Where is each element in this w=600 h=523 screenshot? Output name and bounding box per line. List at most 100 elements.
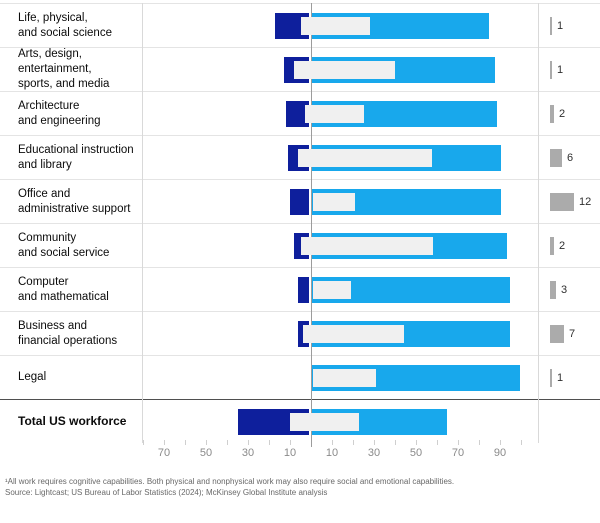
row-label-line: and library	[18, 158, 72, 171]
share-value: 12	[579, 196, 592, 208]
occupation-row: Legal 1	[0, 355, 600, 399]
overlay-bar	[313, 193, 355, 211]
row-label-line: and engineering	[18, 114, 101, 127]
left-bar	[290, 189, 309, 215]
axis-tick-label: 10	[283, 447, 297, 459]
share-value: 1	[557, 64, 564, 76]
axis-tick	[395, 440, 396, 445]
share-bar	[550, 105, 554, 123]
axis-tick	[458, 440, 459, 445]
chart-source-line: Source: Lightcast; US Bureau of Labor St…	[5, 488, 328, 497]
axis-zero-line	[311, 3, 312, 447]
column-divider-left	[142, 3, 143, 443]
occupation-row: Business and financial operations 7	[0, 311, 600, 355]
row-label: Computer and mathematical	[18, 268, 138, 311]
share-bar	[550, 325, 564, 343]
overlay-bar	[301, 237, 433, 255]
axis-tick-label: 30	[367, 447, 381, 459]
axis-tick-label: 50	[199, 447, 213, 459]
axis-tick	[185, 440, 186, 445]
left-bar	[298, 277, 309, 303]
overlay-bar	[313, 369, 376, 387]
share-value: 1	[557, 372, 564, 384]
total-row: Total US workforce	[0, 399, 600, 443]
overlay-bar	[290, 413, 359, 431]
row-label-line: and social science	[18, 26, 112, 39]
axis-tick	[437, 440, 438, 445]
row-label: Community and social service	[18, 224, 138, 267]
axis-tick-label: 70	[451, 447, 465, 459]
chart-rows: Life, physical, and social science 1 Arts, …	[0, 3, 600, 443]
row-label-line: Business and	[18, 319, 88, 332]
axis-tick	[164, 440, 165, 445]
left-bar	[286, 101, 309, 127]
row-label-line: sports, and media	[18, 78, 110, 90]
row-label: Business and financial operations	[18, 312, 138, 355]
row-label-line: Total US workforce	[18, 414, 127, 428]
share-bar	[550, 281, 556, 299]
share-value: 2	[559, 240, 566, 252]
row-label: Arts, design, entertainment, sports, and …	[18, 48, 138, 91]
axis-tick	[206, 440, 207, 445]
overlay-bar	[313, 281, 351, 299]
row-label-line: financial operations	[18, 334, 118, 347]
axis-tick	[374, 440, 375, 445]
overlay-bar	[301, 17, 370, 35]
axis-tick	[248, 440, 249, 445]
row-label-line: Computer	[18, 275, 69, 288]
row-label-line: Office and	[18, 187, 71, 200]
column-divider-right	[538, 3, 539, 443]
overlay-bar	[303, 325, 404, 343]
row-label-line: Community	[18, 231, 77, 244]
axis-tick-label: 30	[241, 447, 255, 459]
occupation-row: Office and administrative support 12	[0, 179, 600, 223]
axis-tick	[290, 440, 291, 445]
axis-tick-label: 50	[409, 447, 423, 459]
occupation-row: Computer and mathematical 3	[0, 267, 600, 311]
chart-footnote: ¹All work requires cognitive capabilitie…	[5, 477, 455, 486]
share-value: 7	[569, 328, 576, 340]
occupation-row: Arts, design, entertainment, sports, and …	[0, 47, 600, 91]
row-label: Legal	[18, 356, 138, 399]
share-bar	[550, 369, 552, 387]
occupation-row: Life, physical, and social science 1	[0, 3, 600, 47]
row-label-line: and social service	[18, 246, 110, 259]
axis-tick	[227, 440, 228, 445]
row-label-line: Arts, design, entertainment,	[18, 48, 92, 75]
axis-tick	[416, 440, 417, 445]
overlay-bar	[298, 149, 432, 167]
axis-tick	[500, 440, 501, 445]
share-bar	[550, 193, 574, 211]
occupation-row: Community and social service 2	[0, 223, 600, 267]
share-value: 6	[567, 152, 574, 164]
row-label-line: and mathematical	[18, 290, 109, 303]
axis-tick-label: 90	[493, 447, 507, 459]
row-label: Total US workforce	[18, 400, 138, 443]
row-label: Office and administrative support	[18, 180, 138, 223]
occupation-row: Architecture and engineering 2	[0, 91, 600, 135]
share-bar	[550, 237, 554, 255]
axis-tick	[353, 440, 354, 445]
overlay-bar	[305, 105, 364, 123]
share-value: 1	[557, 20, 564, 32]
row-label: Educational instruction and library	[18, 136, 138, 179]
axis-tick	[521, 440, 522, 445]
axis-tick	[143, 440, 144, 445]
share-bar	[550, 61, 552, 79]
occupation-row: Educational instruction and library 6	[0, 135, 600, 179]
share-value: 2	[559, 108, 566, 120]
share-bar	[550, 149, 562, 167]
row-label: Life, physical, and social science	[18, 4, 138, 47]
row-label-line: administrative support	[18, 202, 131, 215]
axis-tick	[332, 440, 333, 445]
share-value: 3	[561, 284, 568, 296]
axis-tick-label: 70	[157, 447, 171, 459]
axis-tick	[269, 440, 270, 445]
overlay-bar	[294, 61, 395, 79]
axis-tick-label: 10	[325, 447, 339, 459]
row-label-line: Legal	[18, 371, 47, 383]
row-label-line: Life, physical,	[18, 11, 88, 24]
axis-tick	[479, 440, 480, 445]
row-label-line: Educational instruction	[18, 143, 134, 156]
